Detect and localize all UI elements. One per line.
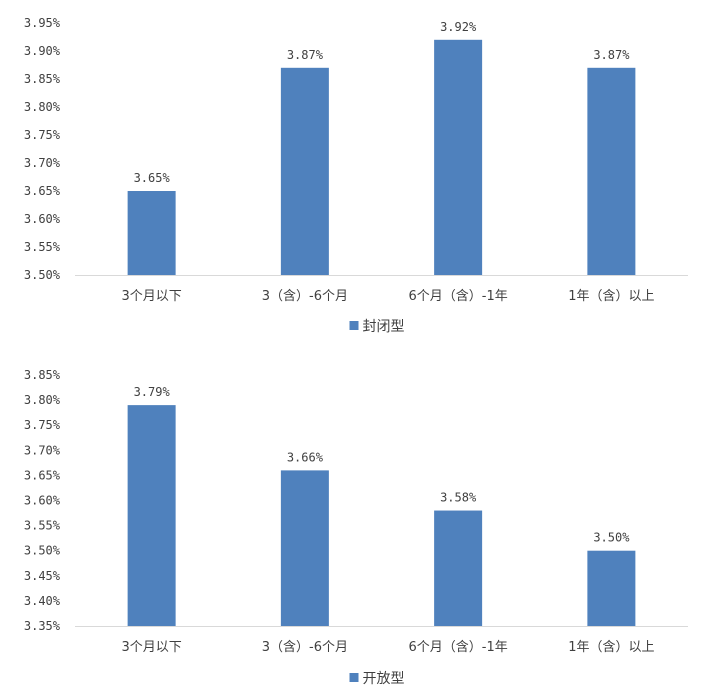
y-tick-label: 3.95% xyxy=(24,16,61,30)
y-tick-label: 3.90% xyxy=(24,44,61,58)
legend-label: 开放型 xyxy=(363,671,405,687)
y-tick-label: 3.85% xyxy=(24,368,61,382)
x-tick-label: 6个月（含）-1年 xyxy=(409,639,508,655)
y-tick-label: 3.50% xyxy=(24,268,61,282)
chart-2: 3.35% 3.40% 3.45% 3.50% 3.55% 3.60% 3.65% 3.70%… xyxy=(24,368,688,687)
bar xyxy=(587,67,636,275)
bar xyxy=(434,39,483,275)
y-tick-label: 3.75% xyxy=(24,128,61,142)
y-tick-label: 3.65% xyxy=(24,184,61,198)
x-tick-label: 1年（含）以上 xyxy=(568,288,654,304)
data-label: 3.87% xyxy=(593,48,630,62)
y-tick-label: 3.65% xyxy=(24,468,61,482)
x-tick-label: 1年（含）以上 xyxy=(568,639,654,655)
x-tick-label: 3（含）-6个月 xyxy=(262,288,348,304)
legend: 封闭型 xyxy=(349,319,405,335)
y-tick-label: 3.35% xyxy=(24,619,61,633)
y-tick-label: 3.55% xyxy=(24,519,61,533)
x-tick-label: 6个月（含）-1年 xyxy=(409,288,508,304)
bar xyxy=(280,67,329,275)
y-tick-label: 3.55% xyxy=(24,240,61,254)
bar xyxy=(127,191,176,275)
y-tick-label: 3.45% xyxy=(24,569,61,583)
data-label: 3.65% xyxy=(134,171,171,185)
y-tick-label: 3.75% xyxy=(24,418,61,432)
y-tick-label: 3.70% xyxy=(24,443,61,457)
y-tick-label: 3.50% xyxy=(24,544,61,558)
y-tick-label: 3.85% xyxy=(24,72,61,86)
legend-swatch xyxy=(349,673,359,682)
bar xyxy=(434,510,483,626)
x-tick-label: 3个月以下 xyxy=(121,640,181,655)
y-tick-label: 3.40% xyxy=(24,594,61,608)
data-label: 3.66% xyxy=(287,450,324,464)
legend: 开放型 xyxy=(349,671,405,687)
y-tick-label: 3.60% xyxy=(24,212,61,226)
data-label: 3.92% xyxy=(440,20,477,34)
legend-swatch xyxy=(349,321,359,330)
data-label: 3.87% xyxy=(287,48,324,62)
data-label: 3.79% xyxy=(134,385,171,399)
data-label: 3.58% xyxy=(440,491,477,505)
x-tick-label: 3（含）-6个月 xyxy=(262,639,348,655)
y-tick-label: 3.60% xyxy=(24,494,61,508)
bar xyxy=(587,550,636,626)
bar xyxy=(127,405,176,626)
chart-1: 3.50% 3.55% 3.60% 3.65% 3.70% 3.75% 3.80% 3.85%… xyxy=(24,16,688,335)
y-tick-label: 3.80% xyxy=(24,100,61,114)
y-tick-label: 3.80% xyxy=(24,393,61,407)
bar xyxy=(280,470,329,626)
data-label: 3.50% xyxy=(593,531,630,545)
y-tick-label: 3.70% xyxy=(24,156,61,170)
legend-label: 封闭型 xyxy=(363,319,405,335)
x-tick-label: 3个月以下 xyxy=(121,289,181,304)
